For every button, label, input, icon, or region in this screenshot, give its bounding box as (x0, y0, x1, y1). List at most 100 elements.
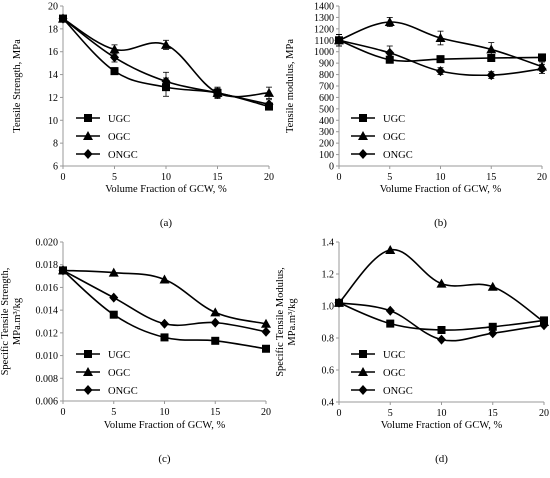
data-point-ugc (437, 326, 446, 334)
legend-label-ugc: UGC (383, 114, 405, 125)
y-tick-label: 1200 (314, 24, 334, 35)
y-tick-label: 200 (319, 139, 334, 150)
panel-label: (a) (160, 217, 173, 229)
data-point-ogc (384, 17, 395, 26)
y-axis-label: MPa.m³/kg (287, 298, 298, 346)
legend-label-ugc: UGC (383, 350, 405, 361)
data-point-ogc (109, 44, 120, 54)
legend-label-ogc: OGC (108, 368, 130, 379)
legend-marker (359, 114, 367, 122)
data-point-ongc (334, 35, 344, 46)
y-tick-label: 0.010 (36, 351, 59, 362)
legend-label-ogc: OGC (108, 132, 130, 143)
data-point-ogc (487, 281, 498, 291)
data-point-ogc (385, 245, 396, 254)
y-tick-label: 300 (319, 127, 334, 138)
x-tick-label: 5 (111, 407, 116, 418)
y-tick-label: 12 (48, 93, 58, 104)
legend-marker (358, 367, 368, 376)
x-tick-label: 10 (160, 407, 170, 418)
panel-label: (d) (435, 453, 448, 465)
y-tick-label: 800 (319, 70, 334, 81)
y-axis-label: Specific Tensile Modulus, (275, 267, 286, 377)
data-point-ugc (211, 336, 220, 345)
data-point-ongc (488, 328, 498, 339)
data-point-ongc (161, 76, 171, 87)
x-tick-label: 0 (337, 172, 342, 183)
data-point-ongc (109, 292, 119, 303)
series-ongc (334, 34, 547, 81)
y-tick-label: 0.8 (322, 334, 335, 345)
y-tick-label: 700 (319, 82, 334, 93)
data-point-ongc (210, 317, 220, 328)
legend-label-ugc: UGC (108, 350, 130, 361)
x-tick-label: 5 (112, 172, 117, 183)
x-tick-label: 0 (337, 408, 342, 419)
data-point-ugc (488, 322, 497, 331)
legend-marker (84, 350, 92, 358)
data-point-ongc (213, 87, 222, 98)
legend: UGC OGC ONGC (351, 114, 413, 161)
chart-b: 0100200300400500600700800900100011001200… (285, 2, 547, 229)
y-tick-label: 1300 (314, 13, 334, 24)
data-point-ongc (58, 265, 68, 276)
legend-marker (359, 350, 367, 358)
legend-label-ogc: OGC (383, 368, 405, 379)
panel-a: 6 8 10 12 14 16 18 20 0 5 10 15 20 Volume Fraction of… (0, 0, 275, 236)
legend-label-ongc: ONGC (383, 150, 413, 161)
panel-d: 0.4 0.6 0.8 1.0 1.2 1.4 0 5 10 15 20 Volume Fractio… (275, 236, 550, 473)
data-point-ongc (539, 320, 549, 331)
data-point-ogc (108, 267, 119, 277)
data-point-ongc (334, 297, 344, 308)
data-point-ogc (210, 307, 221, 317)
data-point-ongc (58, 13, 68, 24)
data-point-ongc (110, 52, 119, 63)
x-tick-label: 20 (539, 408, 549, 419)
data-point-ogc (261, 318, 271, 328)
data-point-ongc (261, 326, 271, 337)
y-tick-label: 600 (319, 93, 334, 104)
y-axis-label: Specific Tensile Strength, (0, 268, 11, 376)
legend: UGC OGC ONGC (76, 114, 138, 161)
panel-label: (b) (434, 217, 447, 229)
y-tick-label: 400 (319, 116, 334, 127)
y-tick-label: 0 (329, 162, 334, 173)
data-point-ugc (436, 55, 445, 64)
x-tick-label: 15 (210, 407, 220, 418)
data-point-ongc (385, 305, 395, 316)
y-axis-label: Tensile modulus, MPa (285, 39, 296, 133)
y-tick-label: 8 (53, 139, 58, 150)
legend-marker (358, 149, 368, 159)
series-ogc (58, 265, 271, 328)
legend-label-ongc: ONGC (108, 386, 138, 397)
data-point-ongc (537, 63, 547, 74)
x-tick-label: 20 (264, 172, 274, 183)
y-tick-label: 1.4 (322, 238, 335, 249)
data-point-ugc (386, 319, 395, 328)
x-tick-label: 20 (537, 172, 547, 183)
legend-label-ogc: OGC (383, 132, 405, 143)
x-tick-label: 10 (436, 172, 446, 183)
x-tick-label: 20 (261, 407, 271, 418)
legend-label-ongc: ONGC (108, 150, 138, 161)
x-axis-label: Volume Fraction of GCW, % (104, 420, 226, 431)
y-tick-label: 500 (319, 104, 334, 115)
series-ongc (334, 297, 549, 345)
legend-marker (84, 114, 92, 122)
series-ogc (334, 245, 549, 326)
y-axis-label: MPa.m³/kg (12, 297, 23, 345)
y-tick-label: 1400 (314, 2, 334, 13)
x-axis-label: Volume Fraction of GCW, % (381, 420, 503, 431)
x-tick-label: 15 (488, 408, 498, 419)
data-point-ugc (262, 344, 270, 353)
y-tick-label: 0.012 (36, 328, 59, 339)
panel-c: 0.006 0.008 0.010 0.012 0.014 0.016 0.018 0.020… (0, 236, 275, 473)
legend-label-ugc: UGC (108, 114, 130, 125)
y-tick-label: 1100 (314, 36, 334, 47)
y-tick-label: 1000 (314, 47, 334, 58)
data-point-ongc (436, 66, 445, 77)
data-point-ongc (437, 334, 446, 345)
chart-d: 0.4 0.6 0.8 1.0 1.2 1.4 0 5 10 15 20 Volume Fractio… (275, 238, 549, 465)
y-tick-label: 6 (53, 162, 58, 173)
y-tick-label: 0.006 (36, 397, 59, 408)
